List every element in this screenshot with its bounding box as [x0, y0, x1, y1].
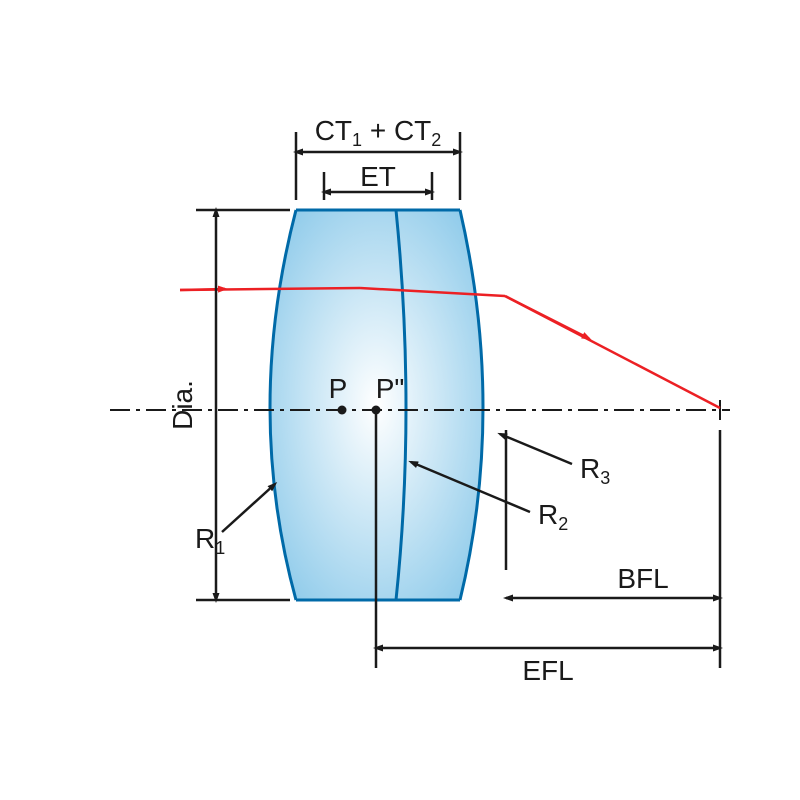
- et-label: ET: [360, 161, 396, 192]
- r3-label: R3: [580, 453, 610, 488]
- ct-label: CT1 + CT2: [315, 115, 442, 150]
- ray-in-arrow: [180, 289, 225, 290]
- p-label: P: [329, 373, 348, 404]
- ray-out-arrow: [505, 296, 589, 338]
- efl-label: EFL: [522, 655, 573, 686]
- r1-label: R1: [195, 523, 225, 558]
- point-p2: [372, 406, 381, 415]
- r1-leader: [222, 484, 275, 532]
- r2-label: R2: [538, 499, 568, 534]
- p2-label: P": [376, 373, 405, 404]
- bfl-label: BFL: [617, 563, 668, 594]
- point-p: [338, 406, 347, 415]
- dia-label: Dia.: [167, 380, 198, 430]
- r3-leader: [500, 434, 572, 464]
